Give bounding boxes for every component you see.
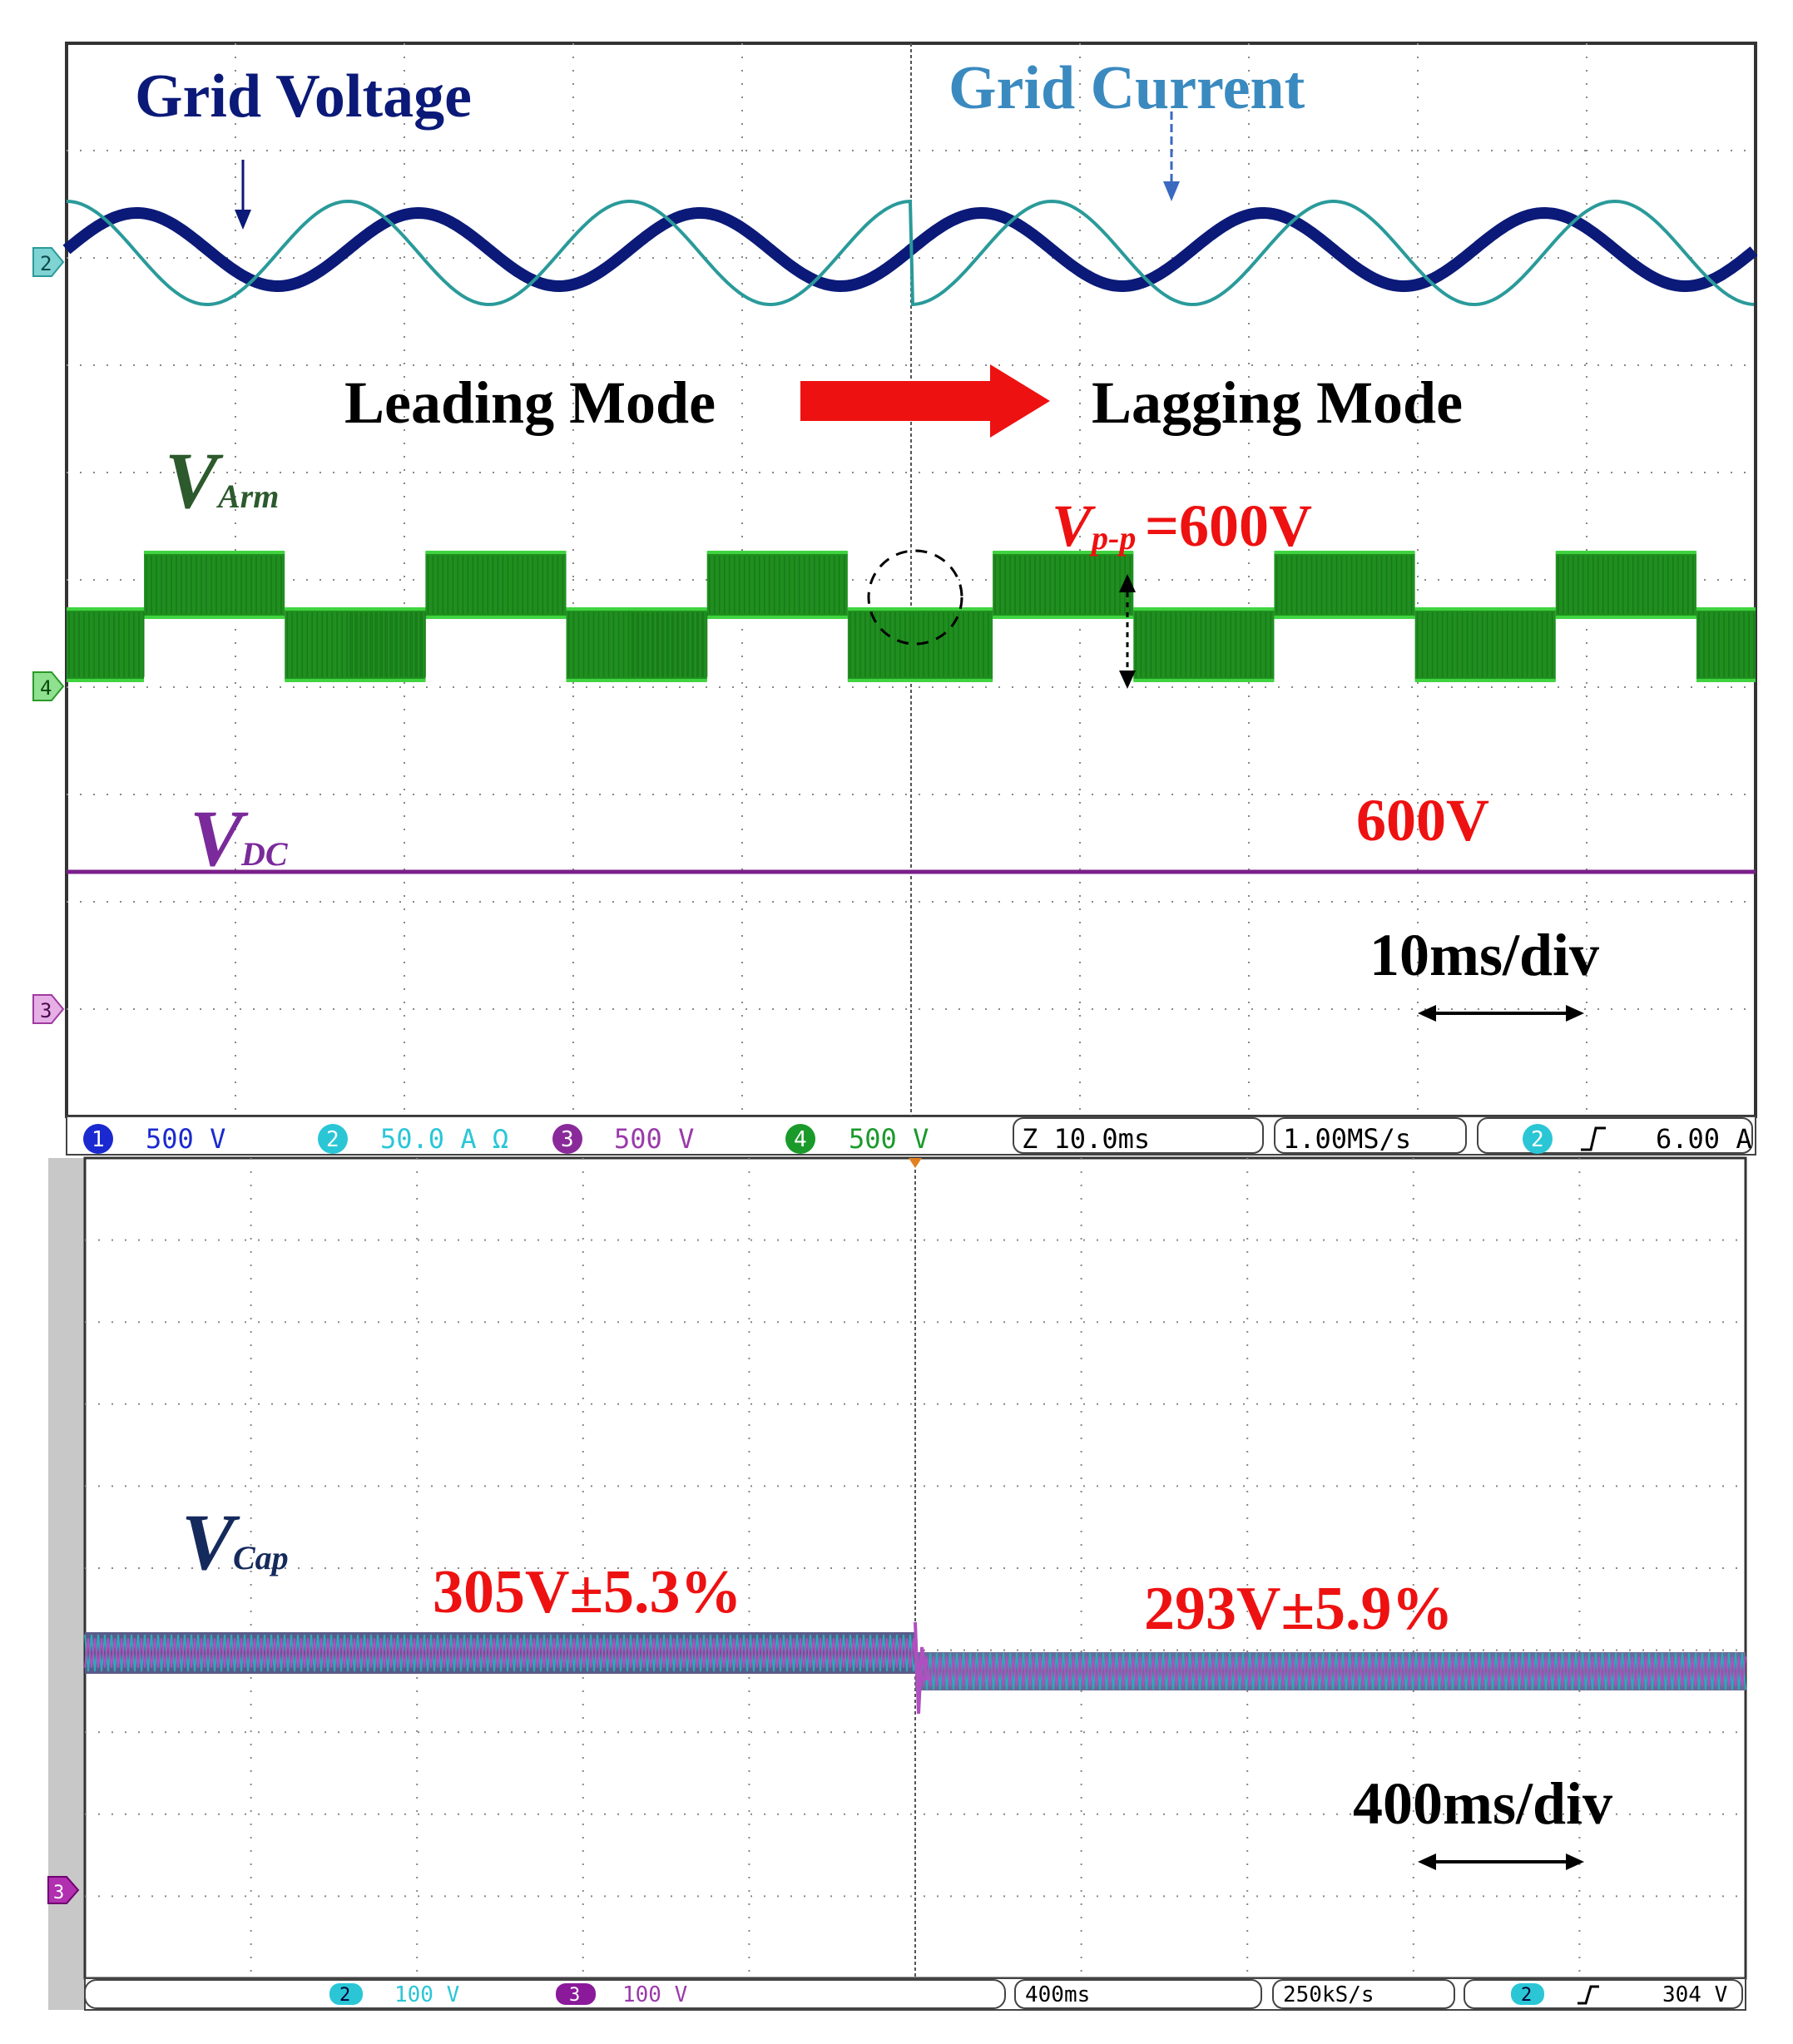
v-arm-pwm-texture [68, 556, 1755, 677]
dc-value-label: 600V [1356, 787, 1489, 854]
svg-text:2: 2 [326, 1127, 339, 1152]
v-arm-block [1414, 609, 1556, 681]
top-trigger-channel-icon [1523, 1124, 1553, 1154]
top-ch2-readout: 2 50.0 A Ω [318, 1123, 508, 1155]
trigger-position-marker [909, 1158, 922, 1168]
bottom-rate-box [1272, 1979, 1455, 2009]
top-time-box [1013, 1117, 1264, 1154]
vpp-subscript: p-p [1089, 519, 1136, 557]
v-arm-block [993, 552, 1134, 617]
bottom-left-margin-strip [48, 1158, 85, 2010]
svg-text:3: 3 [561, 1127, 574, 1152]
svg-text:100 V: 100 V [622, 1982, 687, 2007]
v-cap-subscript: Cap [233, 1539, 289, 1576]
bottom-grid [85, 1158, 1746, 1978]
v-arm-block [1274, 552, 1415, 617]
transition-circle [867, 549, 963, 646]
v-arm-block [706, 552, 848, 617]
top-timescale-label: 10ms/div [1370, 922, 1599, 988]
bottom-trigger-level: 304 V [1662, 1982, 1727, 2007]
svg-text:50.0 A Ω: 50.0 A Ω [380, 1123, 508, 1155]
bottom-ch3-marker: 3 [47, 1876, 80, 1904]
bottom-trigger-box [1464, 1979, 1743, 2009]
svg-text:3: 3 [569, 1985, 580, 2006]
bottom-timescale-arrow-left [1418, 1853, 1436, 1870]
svg-text:4: 4 [794, 1127, 807, 1152]
v-cap-transient [914, 1621, 929, 1715]
bottom-rate-readout: 250kS/s [1283, 1982, 1374, 2007]
vpp-label: V [1052, 492, 1096, 559]
vpp-value: =600V [1145, 492, 1312, 559]
ch2-marker: 2 [32, 247, 65, 277]
top-trigger-level: 6.00 A [1656, 1123, 1752, 1155]
svg-text:3: 3 [40, 999, 52, 1022]
v-arm-block [1133, 609, 1275, 681]
grid-current-arrowhead [1163, 181, 1180, 201]
ch3-marker: 3 [32, 994, 65, 1024]
ch4-marker: 4 [32, 671, 65, 701]
top-panel: 2 4 3 Grid Voltage Grid Current Leading … [32, 42, 1758, 1156]
svg-text:2: 2 [40, 252, 52, 275]
v-arm-subscript: Arm [215, 478, 279, 515]
top-grid [67, 43, 1756, 1116]
bottom-traces [84, 1621, 1746, 1715]
v-arm-block [847, 609, 911, 681]
v-cap-before-value: 305V±5.3% [433, 1558, 742, 1626]
v-arm-block [1696, 609, 1756, 681]
top-ch4-readout: 4 500 V [785, 1123, 929, 1155]
bottom-status-bar: 2 100 V 3 100 V 400ms 250kS/s 2 304 V [84, 1977, 1746, 2011]
svg-text:3: 3 [53, 1883, 64, 1903]
grid-current-trace [66, 199, 1755, 307]
svg-text:1: 1 [92, 1127, 105, 1152]
lagging-mode-label: Lagging Mode [1092, 369, 1463, 436]
top-time-readout: Z 10.0ms [1022, 1123, 1150, 1155]
top-timescale-arrow-right [1566, 1005, 1584, 1022]
v-arm-block [67, 609, 145, 681]
svg-text:2: 2 [1521, 1985, 1532, 2006]
leading-mode-label: Leading Mode [344, 369, 716, 436]
v-cap-label: V [181, 1497, 240, 1586]
top-rate-readout: 1.00MS/s [1283, 1123, 1411, 1155]
v-cap-after-value: 293V±5.9% [1144, 1575, 1454, 1643]
svg-text:500 V: 500 V [614, 1123, 694, 1155]
bottom-time-readout: 400ms [1025, 1982, 1090, 2007]
mode-transition-arrow [800, 364, 1050, 438]
bottom-timescale-arrow-right [1566, 1853, 1584, 1870]
vpp-arrow-up [1119, 574, 1136, 592]
svg-text:2: 2 [1531, 1127, 1544, 1152]
v-arm-block [1555, 552, 1696, 617]
top-ch3-readout: 3 500 V [552, 1123, 694, 1155]
v-arm-block [425, 552, 567, 617]
svg-text:100 V: 100 V [394, 1982, 459, 2007]
bottom-trigger-channel-icon [1511, 1983, 1544, 2005]
rising-edge-icon [1581, 1126, 1606, 1151]
svg-text:500 V: 500 V [849, 1123, 929, 1155]
bottom-rising-edge-icon [1578, 1985, 1599, 2005]
grid-current-label: Grid Current [949, 54, 1305, 122]
v-dc-subscript: DC [240, 835, 289, 873]
v-arm-block [911, 609, 993, 681]
v-arm-block [144, 552, 285, 617]
top-ch1-readout: 1 500 V [83, 1123, 225, 1155]
top-timescale-arrow-left [1418, 1005, 1436, 1022]
vpp-arrow-down [1119, 671, 1136, 689]
grid-voltage-arrowhead [235, 210, 251, 230]
v-dc-label: V [190, 794, 249, 883]
grid-voltage-label: Grid Voltage [135, 62, 472, 131]
bottom-ch2-readout: 2 100 V [329, 1982, 459, 2007]
top-traces [62, 199, 1758, 874]
top-status-bar: 1 500 V 2 50.0 A Ω 3 500 V 4 500 V Z 10.… [66, 1116, 1756, 1156]
v-arm-label: V [165, 436, 224, 525]
svg-text:2: 2 [339, 1985, 350, 2006]
top-trigger-box [1477, 1117, 1753, 1154]
bottom-ch3-readout: 3 100 V [556, 1982, 687, 2007]
svg-text:4: 4 [40, 676, 52, 700]
bottom-timescale-label: 400ms/div [1353, 1770, 1612, 1837]
top-rate-box [1274, 1117, 1467, 1154]
svg-text:500 V: 500 V [146, 1123, 225, 1155]
bottom-time-box [1014, 1979, 1262, 2009]
bottom-panel: 3 V Cap 305V±5.3% 293V±5.9% 400ms/div 2 … [47, 1156, 1747, 2011]
